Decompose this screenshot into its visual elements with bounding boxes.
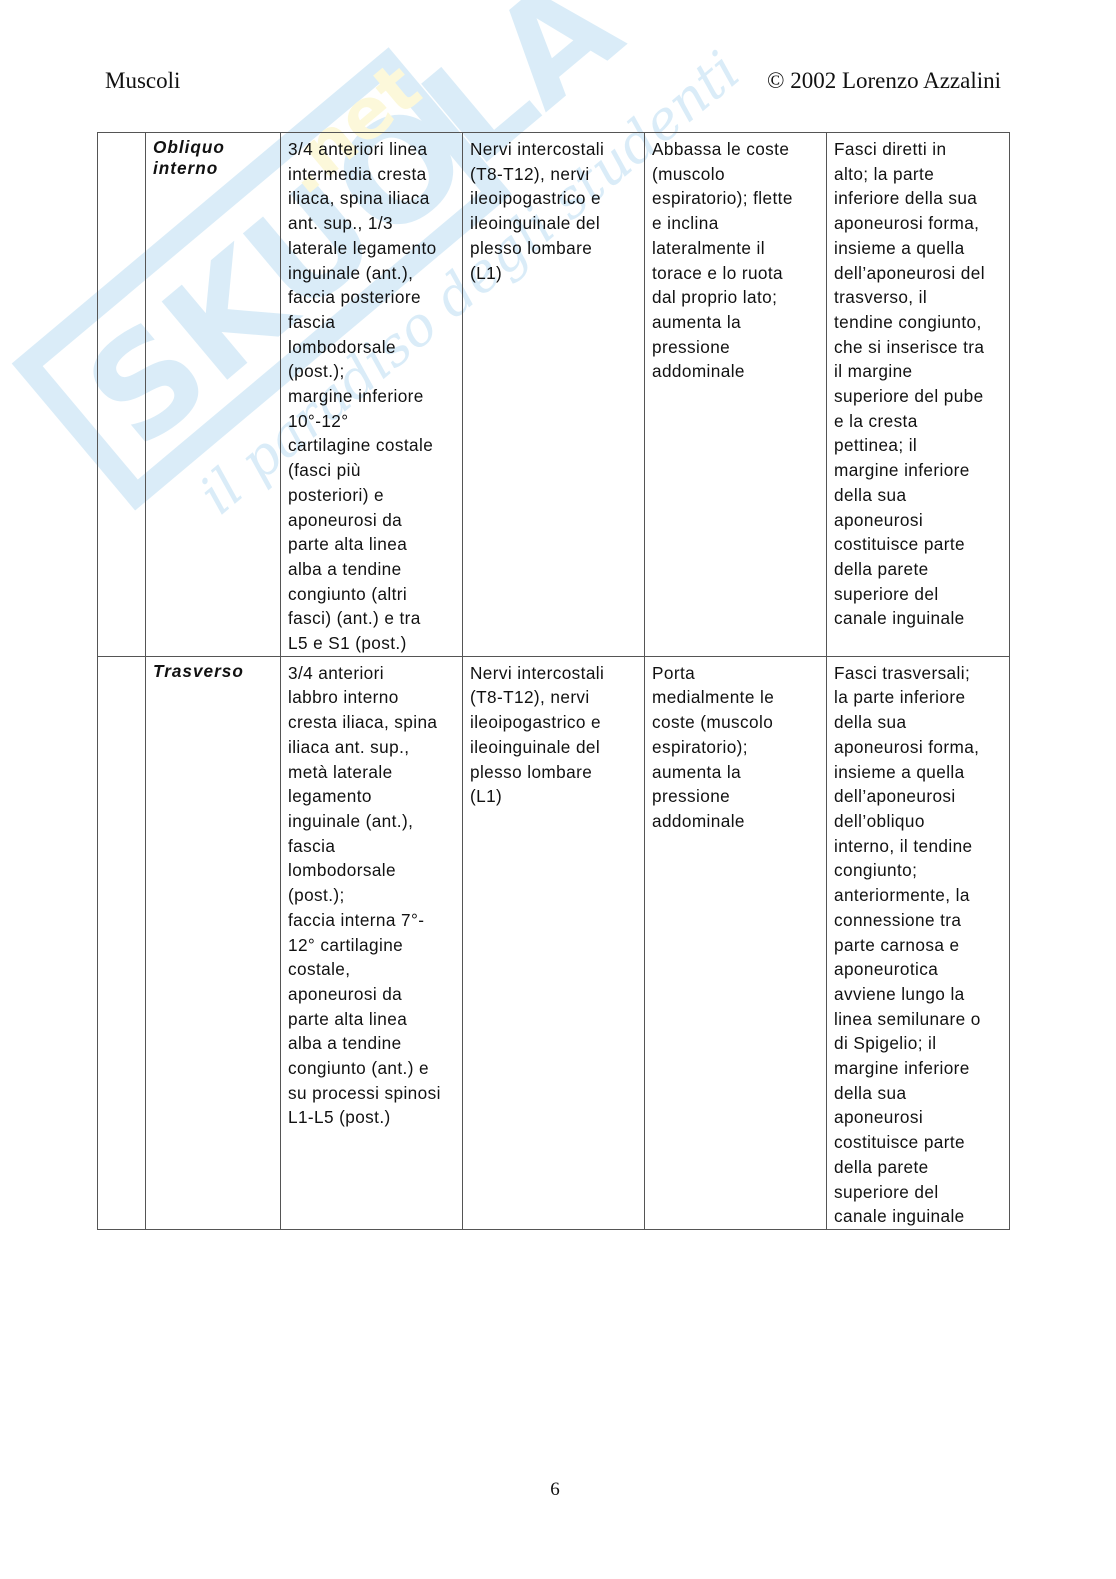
running-header-copyright: © 2002 Lorenzo Azzalini [767, 68, 1001, 93]
muscle-table: Obliquo interno 3/4 anteriori linea inte… [97, 132, 1010, 1230]
group-cell [97, 132, 146, 657]
muscle-name: Obliquo interno [145, 132, 281, 657]
innervation-cell: Nervi intercostali (T8-T12), nervi ileoi… [462, 655, 645, 1230]
origin-insertion-cell: 3/4 anteriori labbro interno cresta ilia… [280, 655, 463, 1230]
action-cell: Abbassa le coste (muscolo espiratorio); … [644, 132, 827, 657]
muscle-name: Trasverso [145, 655, 281, 1230]
page-number: 6 [550, 1479, 560, 1500]
action-cell: Porta medialmente le coste (muscolo espi… [644, 655, 827, 1230]
table-row: Trasverso 3/4 anteriori labbro interno c… [97, 655, 1010, 1230]
innervation-cell: Nervi intercostali (T8-T12), nervi ileoi… [462, 132, 645, 657]
notes-cell: Fasci trasversali; la parte inferiore de… [826, 655, 1010, 1230]
running-header-title: Muscoli [105, 68, 181, 93]
group-cell [97, 655, 146, 1230]
origin-insertion-cell: 3/4 anteriori linea intermedia cresta il… [280, 132, 463, 657]
notes-cell: Fasci diretti in alto; la parte inferior… [826, 132, 1010, 657]
table-row: Obliquo interno 3/4 anteriori linea inte… [97, 132, 1010, 657]
